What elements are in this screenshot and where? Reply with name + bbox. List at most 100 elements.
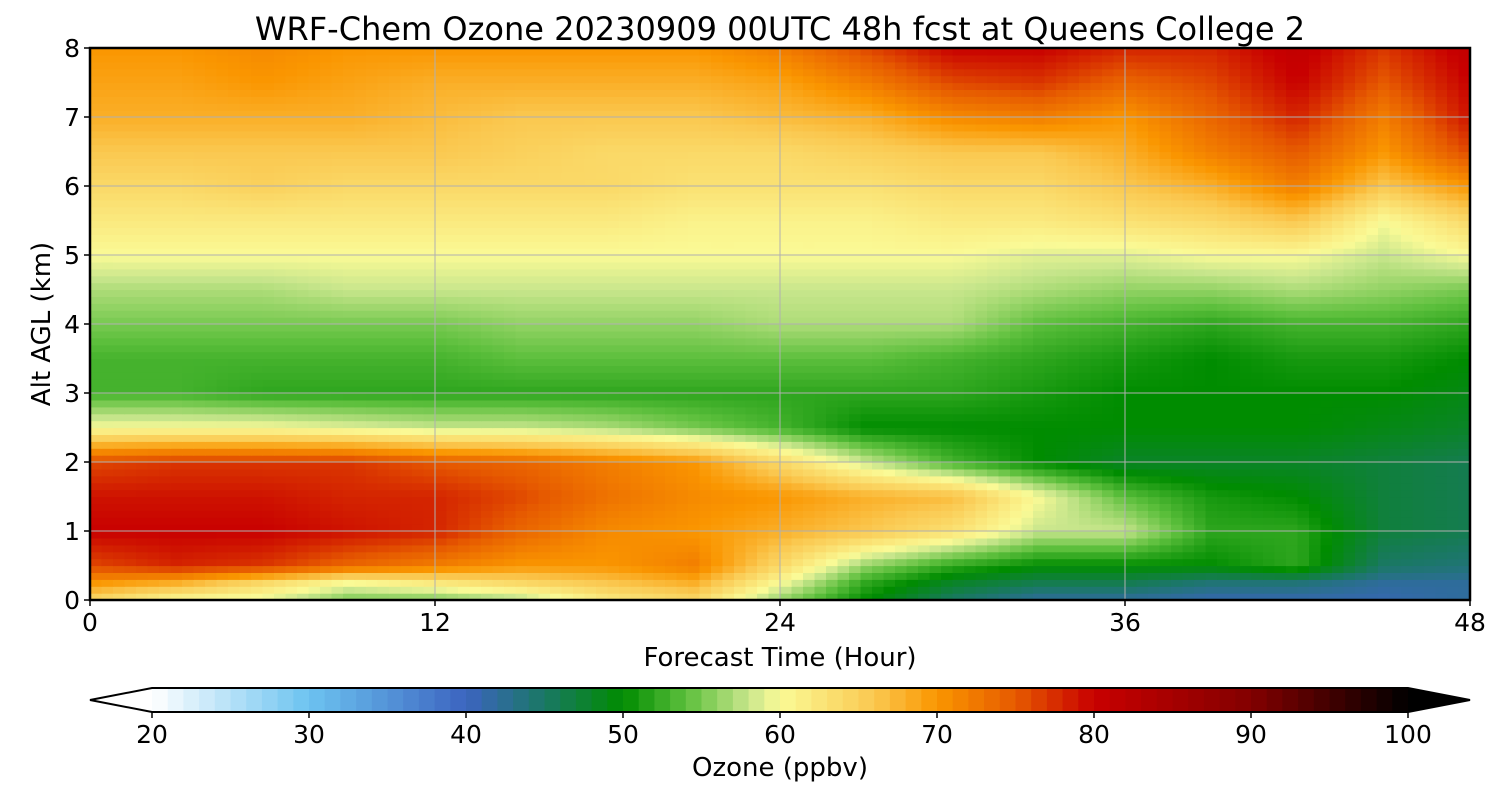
heatmap-cell bbox=[1378, 455, 1391, 463]
heatmap-cell bbox=[366, 365, 379, 373]
heatmap-cell bbox=[170, 517, 183, 525]
heatmap-cell bbox=[205, 365, 218, 373]
heatmap-cell bbox=[906, 310, 919, 318]
heatmap-cell bbox=[596, 427, 609, 435]
heatmap-cell bbox=[1274, 462, 1287, 470]
heatmap-cell bbox=[630, 393, 643, 401]
heatmap-cell bbox=[446, 455, 459, 463]
heatmap-cell bbox=[1401, 393, 1414, 401]
heatmap-cell bbox=[929, 413, 942, 422]
heatmap-cell bbox=[837, 468, 850, 477]
heatmap-cell bbox=[1217, 317, 1230, 325]
heatmap-cell bbox=[918, 524, 931, 532]
heatmap-cell bbox=[113, 420, 126, 429]
heatmap-cell bbox=[975, 572, 988, 580]
heatmap-cell bbox=[343, 489, 356, 498]
heatmap-cell bbox=[228, 586, 241, 594]
heatmap-cell bbox=[584, 551, 597, 560]
heatmap-cell bbox=[147, 317, 160, 325]
heatmap-cell bbox=[630, 586, 643, 594]
heatmap-cell bbox=[929, 503, 942, 511]
heatmap-cell bbox=[952, 386, 965, 394]
heatmap-cell bbox=[941, 489, 954, 498]
heatmap-cell bbox=[630, 317, 643, 325]
heatmap-cell bbox=[1274, 455, 1287, 463]
heatmap-cell bbox=[1458, 351, 1470, 360]
heatmap-cell bbox=[481, 420, 494, 429]
heatmap-cell bbox=[377, 351, 390, 360]
heatmap-cell bbox=[274, 448, 287, 456]
heatmap-cell bbox=[814, 434, 827, 442]
heatmap-cell bbox=[228, 593, 241, 600]
heatmap-cell bbox=[1286, 489, 1299, 498]
heatmap-cell bbox=[239, 482, 252, 491]
heatmap-cell bbox=[1148, 593, 1161, 600]
heatmap-cell bbox=[676, 586, 689, 594]
heatmap-cell bbox=[274, 510, 287, 518]
heatmap-cell bbox=[435, 317, 448, 325]
heatmap-cell bbox=[607, 579, 620, 587]
heatmap-cell bbox=[734, 406, 747, 415]
heatmap-cell bbox=[1182, 448, 1195, 456]
heatmap-cell bbox=[377, 372, 390, 380]
heatmap-cell bbox=[676, 379, 689, 387]
heatmap-cell bbox=[205, 572, 218, 580]
heatmap-cell bbox=[883, 579, 896, 587]
heatmap-cell bbox=[1240, 393, 1253, 401]
heatmap-cell bbox=[975, 551, 988, 560]
heatmap-cell bbox=[883, 427, 896, 435]
heatmap-cell bbox=[274, 551, 287, 560]
heatmap-cell bbox=[1263, 544, 1276, 553]
heatmap-cell bbox=[147, 558, 160, 567]
heatmap-cell bbox=[1424, 330, 1437, 339]
heatmap-cell bbox=[147, 565, 160, 573]
heatmap-cell bbox=[987, 330, 1000, 339]
heatmap-cell bbox=[1148, 503, 1161, 511]
heatmap-cell bbox=[607, 510, 620, 518]
heatmap-cell bbox=[1067, 317, 1080, 325]
heatmap-cell bbox=[458, 482, 471, 491]
heatmap-cell bbox=[297, 531, 310, 539]
heatmap-cell bbox=[170, 351, 183, 360]
heatmap-cell bbox=[918, 393, 931, 401]
heatmap-cell bbox=[1194, 510, 1207, 518]
heatmap-cell bbox=[1332, 379, 1345, 387]
heatmap-cell bbox=[1205, 579, 1218, 587]
heatmap-cell bbox=[814, 544, 827, 553]
heatmap-cell bbox=[182, 544, 195, 553]
heatmap-cell bbox=[872, 441, 885, 449]
heatmap-cell bbox=[331, 524, 344, 532]
heatmap-cell bbox=[941, 310, 954, 318]
heatmap-cell bbox=[1056, 551, 1069, 560]
heatmap-cell bbox=[1159, 579, 1172, 587]
heatmap-cell bbox=[1309, 372, 1322, 380]
heatmap-cell bbox=[1217, 558, 1230, 567]
heatmap-cell bbox=[619, 434, 632, 442]
heatmap-cell bbox=[1424, 324, 1437, 332]
heatmap-cell bbox=[1412, 399, 1425, 408]
heatmap-cell bbox=[734, 468, 747, 477]
heatmap-cell bbox=[1113, 317, 1126, 325]
heatmap-cell bbox=[607, 586, 620, 594]
heatmap-cell bbox=[975, 482, 988, 491]
heatmap-cell bbox=[1033, 406, 1046, 415]
heatmap-cell bbox=[619, 372, 632, 380]
heatmap-cell bbox=[458, 462, 471, 470]
heatmap-cell bbox=[837, 324, 850, 332]
heatmap-cell bbox=[343, 579, 356, 587]
heatmap-cell bbox=[308, 413, 321, 422]
heatmap-cell bbox=[1309, 393, 1322, 401]
heatmap-cell bbox=[561, 358, 574, 366]
heatmap-cell bbox=[952, 579, 965, 587]
heatmap-cell bbox=[768, 310, 781, 318]
heatmap-cell bbox=[883, 324, 896, 332]
heatmap-cell bbox=[596, 372, 609, 380]
heatmap-cell bbox=[1274, 482, 1287, 491]
heatmap-cell bbox=[159, 524, 172, 532]
heatmap-cell bbox=[216, 586, 229, 594]
heatmap-cell bbox=[573, 399, 586, 408]
heatmap-cell bbox=[780, 593, 793, 600]
heatmap-cell bbox=[1274, 475, 1287, 484]
heatmap-cell bbox=[1228, 448, 1241, 456]
heatmap-cell bbox=[676, 572, 689, 580]
